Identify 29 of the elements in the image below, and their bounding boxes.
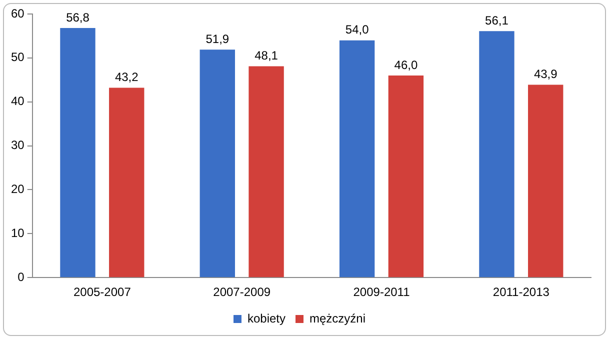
legend-label: mężczyźni [310, 311, 366, 326]
bar [200, 50, 235, 278]
y-tick-label: 20 [10, 182, 25, 196]
data-label: 48,1 [254, 48, 278, 63]
bar [339, 40, 375, 278]
data-label: 56,8 [66, 10, 90, 24]
data-label: 56,1 [485, 13, 509, 28]
data-label: 51,9 [206, 32, 230, 46]
y-tick-label: 60 [10, 6, 25, 20]
bar [528, 84, 564, 278]
y-tick-label: 40 [10, 94, 25, 108]
y-tick-label: 30 [10, 138, 25, 152]
x-tick-label: 2009-2011 [353, 285, 410, 300]
y-tick-label: 50 [10, 50, 25, 64]
y-tick-label: 0 [18, 270, 25, 284]
bar [109, 88, 144, 278]
legend-label: kobiety [247, 311, 286, 326]
bar [248, 66, 284, 278]
bar [479, 31, 514, 278]
y-tick-label: 10 [10, 226, 25, 240]
bar [60, 28, 96, 278]
data-label: 46,0 [394, 58, 418, 72]
data-label: 54,0 [345, 22, 370, 37]
x-tick-label: 2007-2009 [213, 285, 271, 300]
data-label: 43,9 [534, 67, 558, 82]
bar [388, 76, 424, 278]
x-tick-label: 2011-2013 [492, 285, 550, 300]
x-tick-label: 2005-2007 [73, 285, 132, 300]
data-label: 43,2 [114, 70, 139, 84]
